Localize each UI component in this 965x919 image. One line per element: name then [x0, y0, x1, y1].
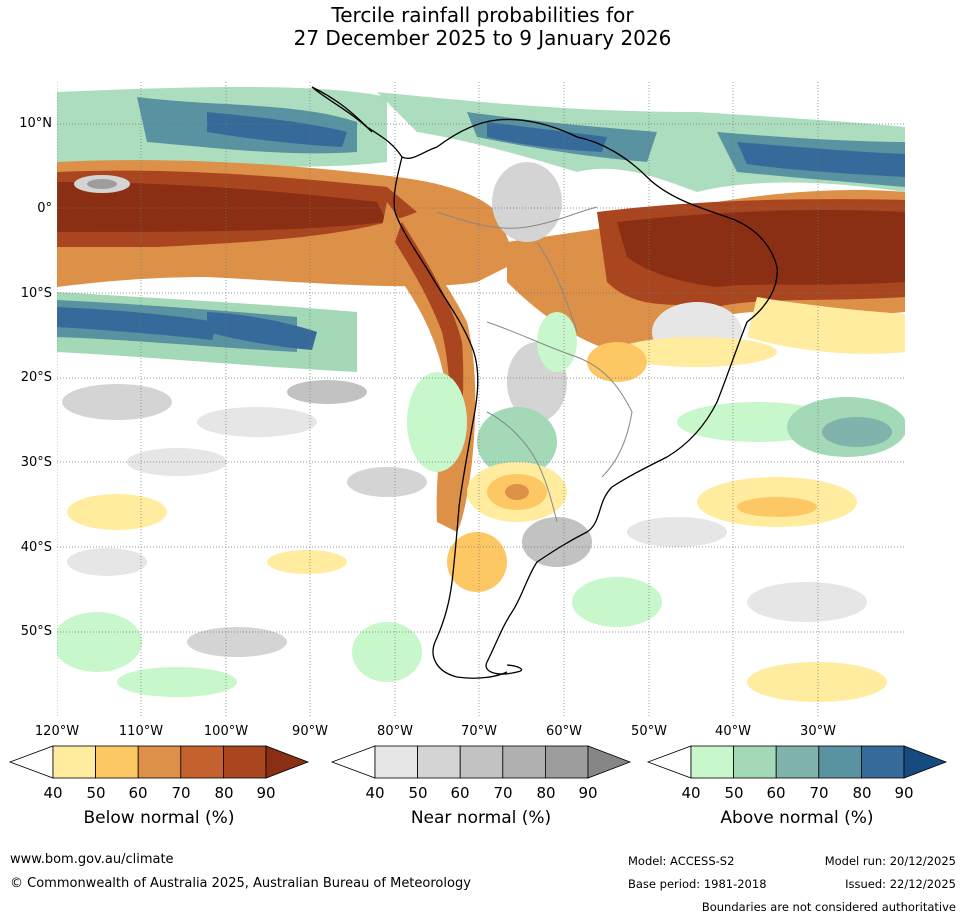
below-low-triangle	[8, 745, 54, 779]
footer-model: Model: ACCESS-S2	[628, 854, 735, 868]
near-swatch	[459, 745, 504, 779]
below-high-triangle	[265, 745, 310, 779]
lon-label: 50°W	[631, 724, 667, 739]
lon-label: 30°W	[800, 724, 836, 739]
southern-dry-patches	[67, 337, 887, 702]
footer-model-run: Model run: 20/12/2025	[824, 854, 956, 868]
tick-label: 70	[171, 784, 191, 802]
colorbar-below	[8, 744, 310, 784]
footer-copyright: © Commonwealth of Australia 2025, Austra…	[10, 876, 471, 891]
near-swatch	[417, 745, 461, 779]
below-swatch	[95, 745, 139, 779]
lat-label: 10°N	[19, 116, 52, 131]
footer-base-period: Base period: 1981-2018	[628, 877, 767, 891]
colorbar-above-svg	[646, 745, 948, 779]
lon-label: 120°W	[34, 724, 80, 739]
lat-label: 10°S	[20, 286, 52, 301]
lon-label: 60°W	[546, 724, 582, 739]
tick-label: 60	[766, 784, 786, 802]
lat-label: 20°S	[20, 370, 52, 385]
coastline	[311, 86, 778, 679]
south-pacific-wet-band	[57, 292, 357, 372]
lon-label: 90°W	[292, 724, 328, 739]
tick-label: 70	[809, 784, 829, 802]
tick-label: 40	[43, 784, 63, 802]
below-swatch	[180, 745, 224, 779]
colorbar-near-title: Near normal (%)	[410, 808, 552, 828]
above-swatch	[860, 745, 905, 779]
lon-label: 100°W	[203, 724, 249, 739]
tick-label: 70	[493, 784, 513, 802]
tick-label: 90	[894, 784, 914, 802]
lon-label: 110°W	[118, 724, 164, 739]
title-line-2: 27 December 2025 to 9 January 2026	[293, 26, 672, 50]
map-svg	[57, 82, 905, 717]
below-swatch	[222, 745, 267, 779]
lat-label: 0°	[37, 201, 52, 216]
lon-label: 80°W	[377, 724, 413, 739]
above-low-triangle	[646, 745, 692, 779]
northern-wet-band	[57, 87, 905, 192]
chart-title: Tercile rainfall probabilities for 27 De…	[0, 4, 965, 50]
tick-label: 50	[86, 784, 106, 802]
tick-label: 80	[214, 784, 234, 802]
lon-label: 40°W	[715, 724, 751, 739]
tick-label: 80	[536, 784, 556, 802]
lat-label: 40°S	[20, 540, 52, 555]
title-line-1: Tercile rainfall probabilities for	[331, 3, 634, 27]
above-high-triangle	[903, 745, 948, 779]
near-swatch	[374, 745, 418, 779]
colorbar-above-title: Above normal (%)	[720, 808, 874, 828]
lat-label: 30°S	[20, 455, 52, 470]
near-low-triangle	[330, 745, 376, 779]
tick-label: 80	[852, 784, 872, 802]
equatorial-dry-band	[57, 160, 905, 354]
above-swatch	[775, 745, 820, 779]
above-swatch	[818, 745, 862, 779]
tick-label: 90	[578, 784, 598, 802]
southern-wet-patches	[57, 312, 905, 697]
colorbar-above	[646, 744, 948, 784]
footer-issued: Issued: 22/12/2025	[845, 877, 956, 891]
tick-label: 50	[408, 784, 428, 802]
tick-label: 60	[128, 784, 148, 802]
above-swatch	[690, 745, 734, 779]
lat-label: 50°S	[20, 624, 52, 639]
tick-label: 60	[450, 784, 470, 802]
colorbar-near-svg	[330, 745, 632, 779]
colorbar-below-title: Below normal (%)	[83, 808, 235, 828]
below-swatch	[52, 745, 96, 779]
near-swatch	[544, 745, 589, 779]
tick-label: 40	[681, 784, 701, 802]
tick-label: 50	[724, 784, 744, 802]
below-swatch	[137, 745, 182, 779]
footer-url[interactable]: www.bom.gov.au/climate	[10, 852, 174, 867]
probability-map[interactable]	[57, 82, 905, 717]
tick-label: 90	[256, 784, 276, 802]
colorbar-below-svg	[8, 745, 310, 779]
near-swatch	[502, 745, 546, 779]
colorbar-near	[330, 744, 632, 784]
lon-label: 70°W	[461, 724, 497, 739]
tick-label: 40	[365, 784, 385, 802]
footer-disclaimer: Boundaries are not considered authoritat…	[701, 900, 956, 914]
above-swatch	[733, 745, 777, 779]
near-high-triangle	[587, 745, 632, 779]
